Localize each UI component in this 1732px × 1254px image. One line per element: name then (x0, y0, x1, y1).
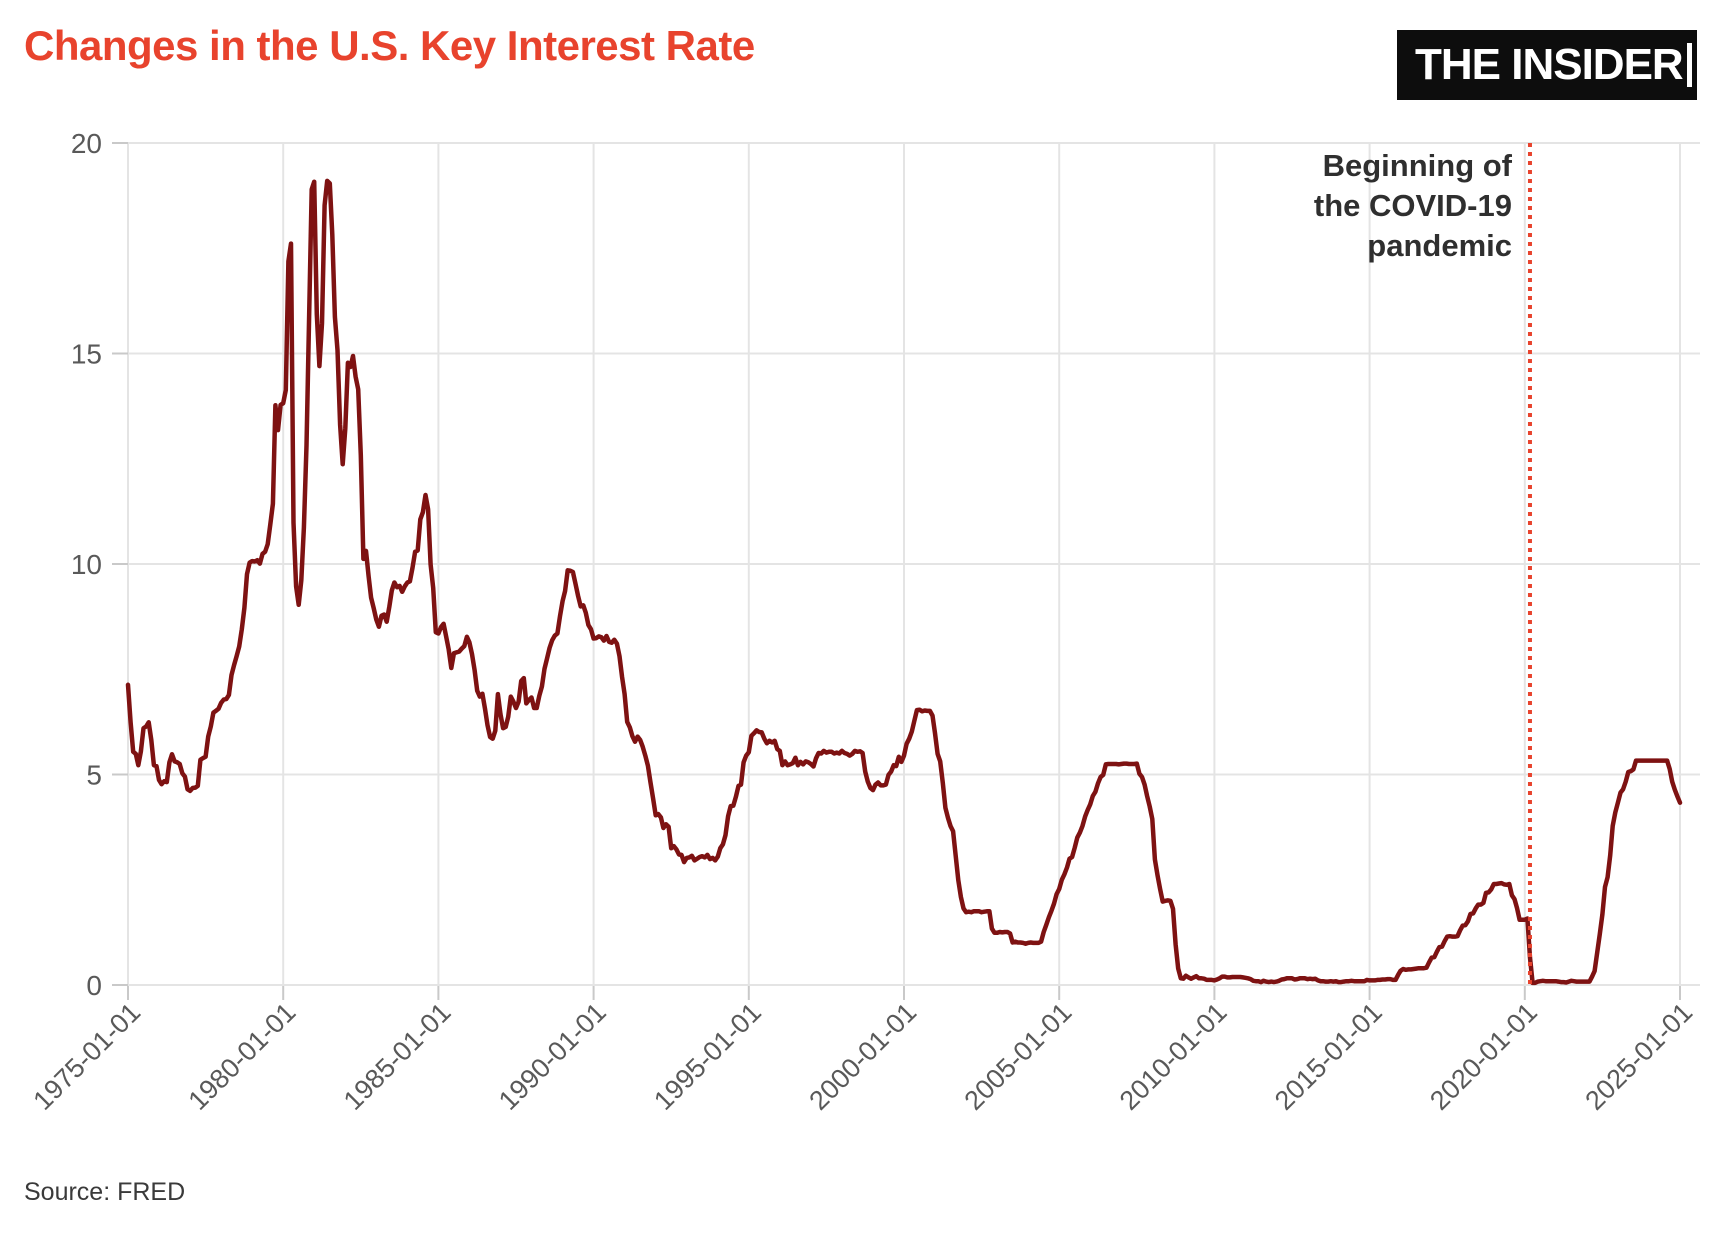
y-tick-label: 0 (86, 970, 102, 1001)
y-tick-label: 10 (71, 549, 102, 580)
x-tick-label: 1995-01-01 (648, 997, 767, 1116)
y-tick-label: 15 (71, 339, 102, 370)
y-tick-label: 20 (71, 128, 102, 159)
x-tick-label: 1975-01-01 (27, 997, 146, 1116)
x-tick-label: 2010-01-01 (1114, 997, 1233, 1116)
x-tick-label: 1985-01-01 (338, 997, 457, 1116)
x-tick-label: 2000-01-01 (803, 997, 922, 1116)
y-tick-label: 5 (86, 760, 102, 791)
x-tick-label: 2005-01-01 (959, 997, 1078, 1116)
page-title: Changes in the U.S. Key Interest Rate (24, 22, 755, 69)
x-tick-label: 1980-01-01 (183, 997, 302, 1116)
x-tick-label: 2020-01-01 (1424, 997, 1543, 1116)
brand-logo-text: THE INSIDER (1415, 40, 1684, 89)
x-tick-label: 2025-01-01 (1579, 997, 1698, 1116)
brand-logo: THE INSIDER (1397, 30, 1697, 100)
rate-line (125, 178, 1683, 986)
source-note: Source: FRED (24, 1178, 186, 1206)
x-tick-label: 2015-01-01 (1269, 997, 1388, 1116)
x-tick-label: 1990-01-01 (493, 997, 612, 1116)
covid-annotation-label: Beginning of the COVID-19 pandemic (1313, 148, 1512, 263)
brand-logo-cursor (1687, 43, 1692, 87)
